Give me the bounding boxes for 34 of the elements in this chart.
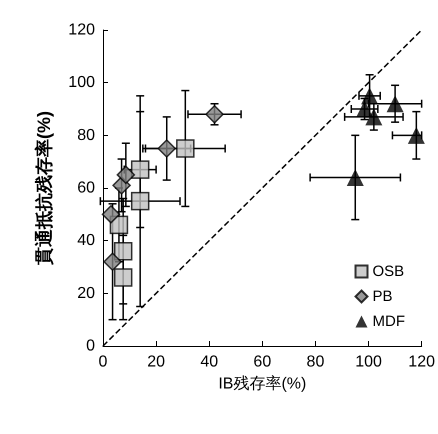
point	[102, 205, 120, 224]
point	[114, 242, 132, 260]
x-tick-label: 20	[147, 354, 166, 370]
point	[116, 166, 136, 184]
y-tick-label: 60	[77, 180, 96, 196]
x-tick-label: 80	[306, 354, 324, 370]
point	[176, 139, 195, 158]
legend-label: PB	[372, 288, 393, 305]
x-tick-label: 40	[200, 354, 218, 370]
y-tick-label: 0	[86, 338, 96, 354]
point	[361, 87, 378, 104]
point	[346, 168, 364, 186]
legend-label: MDF	[372, 313, 406, 330]
y-axis-title: 貫通抵抗残存率(%)	[34, 111, 54, 266]
legend-label: OSB	[372, 263, 404, 280]
x-axis-title: IB残存率(%)	[218, 374, 306, 392]
x-tick-label: 100	[355, 354, 382, 370]
point	[365, 108, 382, 126]
x-tick-label: 60	[253, 354, 272, 370]
point	[408, 126, 425, 144]
y-tick-label: 40	[77, 232, 96, 250]
point	[130, 160, 150, 179]
point	[130, 192, 150, 210]
point	[114, 268, 132, 287]
point	[103, 252, 122, 271]
point	[205, 105, 224, 124]
y-tick-label: 120	[68, 22, 96, 38]
x-tick-label: 120	[408, 354, 436, 370]
point	[157, 139, 176, 158]
point	[386, 95, 404, 112]
y-tick-label: 80	[77, 126, 96, 144]
y-tick-label: 100	[68, 74, 96, 92]
y-tick-label: 20	[77, 284, 96, 302]
x-tick-label: 0	[98, 354, 108, 370]
